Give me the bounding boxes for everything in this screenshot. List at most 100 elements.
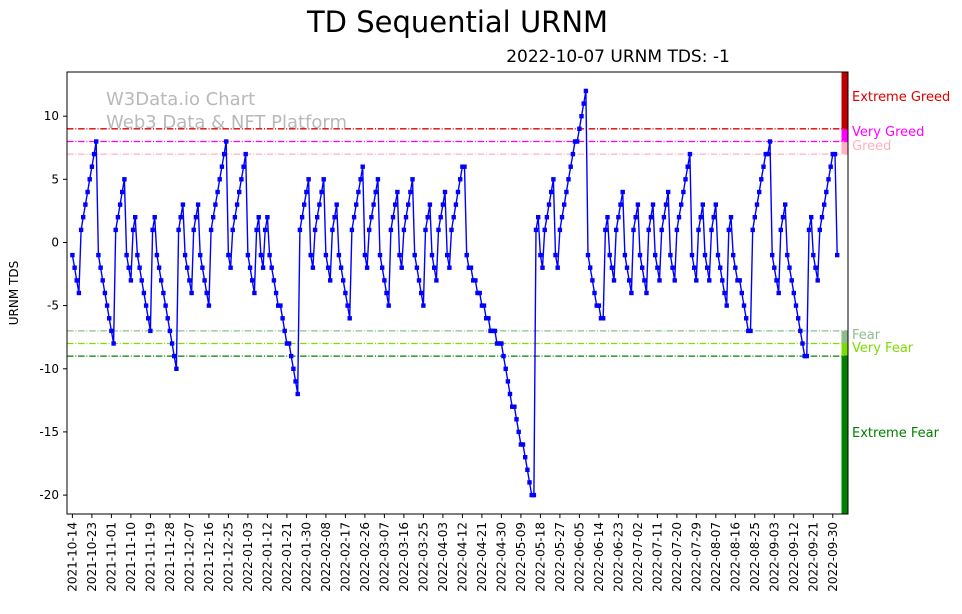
tds-series-marker xyxy=(332,215,337,220)
tds-series-marker xyxy=(627,278,632,283)
tds-series-marker xyxy=(661,215,667,220)
tds-series-marker xyxy=(492,328,498,334)
tds-series-marker xyxy=(516,429,521,435)
x-tick-label: 2022-02-26 xyxy=(358,522,372,592)
tds-series-marker xyxy=(538,252,543,258)
tds-series-marker xyxy=(367,227,372,233)
tds-series-marker xyxy=(334,202,339,207)
tds-series-marker xyxy=(304,189,309,195)
tds-series-marker xyxy=(360,164,365,169)
tds-series-marker xyxy=(635,202,641,207)
tds-series-marker xyxy=(189,290,194,296)
tds-series-marker xyxy=(462,164,467,169)
tds-series-marker xyxy=(143,303,149,308)
tds-series-marker xyxy=(325,265,331,270)
tds-series-marker xyxy=(525,467,530,472)
chart-title: TD Sequential URNM xyxy=(306,5,609,39)
tds-series-marker xyxy=(657,278,662,283)
tds-series-marker xyxy=(382,278,387,283)
tds-series-marker xyxy=(503,366,508,371)
tds-series-marker xyxy=(126,265,131,270)
tds-series-marker xyxy=(553,252,558,258)
y-tick-label: -15 xyxy=(39,425,59,439)
tds-series-marker xyxy=(783,202,788,207)
tds-series-marker xyxy=(607,252,612,258)
tds-series-marker xyxy=(354,202,359,207)
x-tick-label: 2022-08-16 xyxy=(728,522,742,592)
watermark-line2: Web3 Data & NFT Platform xyxy=(106,112,348,133)
tds-series-marker xyxy=(321,177,326,182)
tds-series-marker xyxy=(156,265,162,270)
tds-series-marker xyxy=(455,189,461,195)
tds-series-marker xyxy=(141,290,147,296)
tds-series-marker xyxy=(152,215,157,220)
tds-series-marker xyxy=(377,252,383,258)
tds-series-marker xyxy=(358,177,363,182)
y-tick-label: -20 xyxy=(39,488,59,502)
tds-series-marker xyxy=(139,278,144,283)
tds-series-marker xyxy=(605,215,610,220)
tds-series-marker xyxy=(115,215,121,220)
tds-series-marker xyxy=(468,265,474,270)
tds-series-marker xyxy=(423,227,428,233)
tds-series-marker xyxy=(165,316,170,321)
tds-series-marker xyxy=(826,177,831,182)
tds-series-marker xyxy=(247,265,253,270)
tds-series-marker xyxy=(551,177,556,182)
tds-series-marker xyxy=(681,189,686,195)
x-tick-label: 2022-03-25 xyxy=(416,522,430,592)
tds-series-marker xyxy=(481,303,487,308)
tds-series-marker xyxy=(544,215,550,220)
tds-series-marker xyxy=(167,328,173,334)
tds-series-marker xyxy=(195,202,201,207)
tds-series-marker xyxy=(128,278,134,283)
tds-series-marker xyxy=(408,189,413,195)
tds-series-marker xyxy=(369,215,374,220)
tds-series-marker xyxy=(213,202,218,207)
tds-series-marker xyxy=(373,189,378,195)
tds-series-marker xyxy=(713,202,718,207)
tds-series-marker xyxy=(501,353,506,359)
x-tick-label: 2022-04-30 xyxy=(494,522,508,592)
tds-series-marker xyxy=(254,227,259,233)
tds-series-marker xyxy=(258,252,264,258)
x-tick-label: 2022-03-16 xyxy=(397,522,411,592)
tds-series-marker xyxy=(596,303,602,308)
greed-bar xyxy=(841,141,848,155)
tds-series-marker xyxy=(208,227,214,233)
tds-series-marker xyxy=(336,252,342,258)
tds-series-marker xyxy=(150,227,155,233)
tds-series-marker xyxy=(395,189,400,195)
tds-series-marker xyxy=(819,215,825,220)
tds-series-marker xyxy=(74,278,79,283)
x-tick-label: 2022-05-09 xyxy=(514,522,528,592)
tds-series-marker xyxy=(806,227,812,233)
tds-series-marker xyxy=(739,290,744,296)
tds-series-marker xyxy=(741,303,747,308)
x-tick-label: 2022-09-21 xyxy=(806,522,820,592)
tds-series-marker xyxy=(297,227,303,233)
tds-series-marker xyxy=(256,215,261,220)
tds-series-marker xyxy=(349,227,355,233)
tds-series-marker xyxy=(263,227,268,233)
tds-series-line xyxy=(71,90,838,496)
tds-series-marker xyxy=(72,265,77,270)
tds-series-marker xyxy=(631,227,636,233)
tds-series-marker xyxy=(401,227,407,233)
tds-series-marker xyxy=(832,151,838,157)
tds-series-marker xyxy=(815,278,820,283)
tds-series-marker xyxy=(154,252,160,258)
tds-series-marker xyxy=(315,215,320,220)
tds-series-marker xyxy=(754,202,760,207)
tds-series-marker xyxy=(239,177,244,182)
tds-series-marker xyxy=(800,341,805,346)
tds-series-marker xyxy=(798,328,803,334)
tds-series-marker xyxy=(633,215,638,220)
tds-series-marker xyxy=(666,189,671,195)
y-tick-label: 0 xyxy=(51,236,59,250)
tds-series-marker xyxy=(700,202,705,207)
chart-subtitle: 2022-10-07 URNM TDS: -1 xyxy=(506,47,730,67)
tds-series-marker xyxy=(828,164,833,169)
tds-series-marker xyxy=(221,151,227,157)
tds-series-marker xyxy=(674,227,680,233)
